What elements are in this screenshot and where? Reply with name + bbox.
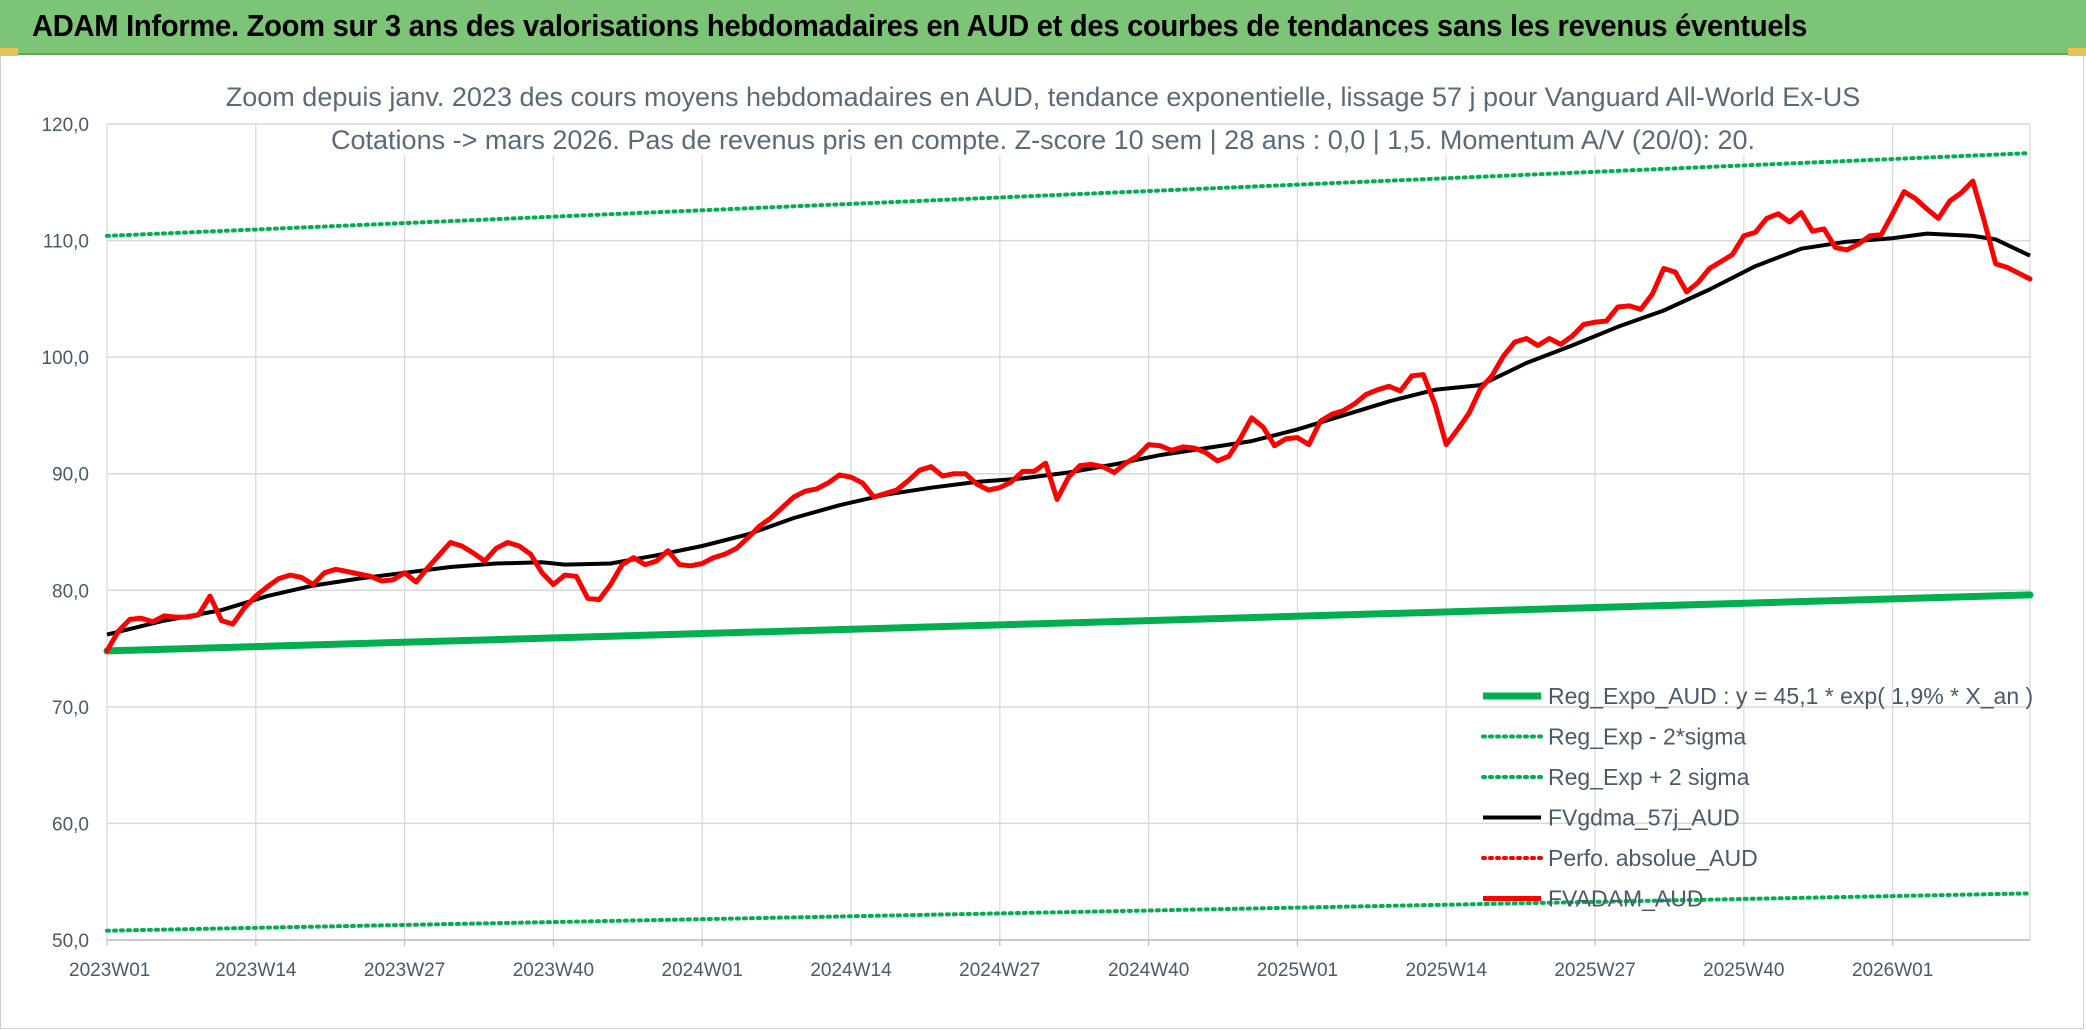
y-tick-label: 100,0 (41, 348, 89, 369)
gridlines (106, 123, 2031, 941)
legend-label-6: FVADAM_AUD (1548, 886, 1704, 912)
legend-label-3: Reg_Exp + 2 sigma (1548, 764, 1750, 790)
x-tick-label: 2023W40 (513, 960, 594, 981)
legend-label-4: FVgdma_57j_AUD (1548, 805, 1740, 831)
x-tick-label: 2023W01 (69, 960, 150, 981)
y-tick-label: 80,0 (52, 581, 89, 602)
chart-frame (0, 55, 2084, 1029)
series-line-3 (105, 151, 2032, 238)
legend-label-1: Reg_Expo_AUD : y = 45,1 * exp( 1,9% * X_… (1548, 683, 2033, 709)
axes: 50,0 60,0 70,0 80,0 90,0 100,0 110,0 120,0 2023W… (41, 115, 2030, 981)
legend-label-2: Reg_Exp - 2*sigma (1548, 724, 1746, 750)
series-lines (103, 151, 2034, 933)
report-title: ADAM Informe. Zoom sur 3 ans des valoris… (32, 8, 1808, 43)
y-tick-label: 60,0 (52, 814, 89, 835)
x-tick-label: 2026W01 (1852, 960, 1933, 981)
banner-corner-decoration-right (2068, 48, 2086, 56)
legend: Reg_Expo_AUD : y = 45,1 * exp( 1,9% * X_… (1481, 683, 2033, 912)
series-line-1 (103, 591, 2034, 655)
report-banner: ADAM Informe. Zoom sur 3 ans des valoris… (0, 0, 2086, 56)
series-line-6 (104, 178, 2033, 654)
x-tick-label: 2025W40 (1703, 960, 1784, 981)
y-tick-label: 70,0 (52, 698, 89, 719)
y-tick-label: 120,0 (41, 115, 89, 136)
x-tick-label: 2023W27 (364, 960, 445, 981)
legend-label-5: Perfo. absolue_AUD (1548, 845, 1758, 871)
x-tick-label: 2024W27 (959, 960, 1040, 981)
chart-subtitle-line-2: Cotations -> mars 2026. Pas de revenus p… (0, 125, 2086, 156)
y-tick-label: 90,0 (52, 465, 89, 486)
x-tick-label: 2025W27 (1554, 960, 1635, 981)
x-tick-label: 2025W01 (1257, 960, 1338, 981)
x-tick-label: 2023W14 (215, 960, 297, 981)
x-tick-label: 2024W14 (810, 960, 892, 981)
banner-corner-decoration-left (0, 48, 18, 56)
x-tick-label: 2024W01 (662, 960, 743, 981)
y-tick-label: 110,0 (43, 232, 89, 253)
y-tick-label: 50,0 (52, 931, 89, 952)
x-tick-label: 2024W40 (1108, 960, 1189, 981)
x-tick-label: 2025W14 (1406, 960, 1488, 981)
series-line-4 (106, 231, 2031, 637)
series-line-2 (105, 891, 2032, 933)
chart-subtitle-line-1: Zoom depuis janv. 2023 des cours moyens … (0, 82, 2086, 113)
